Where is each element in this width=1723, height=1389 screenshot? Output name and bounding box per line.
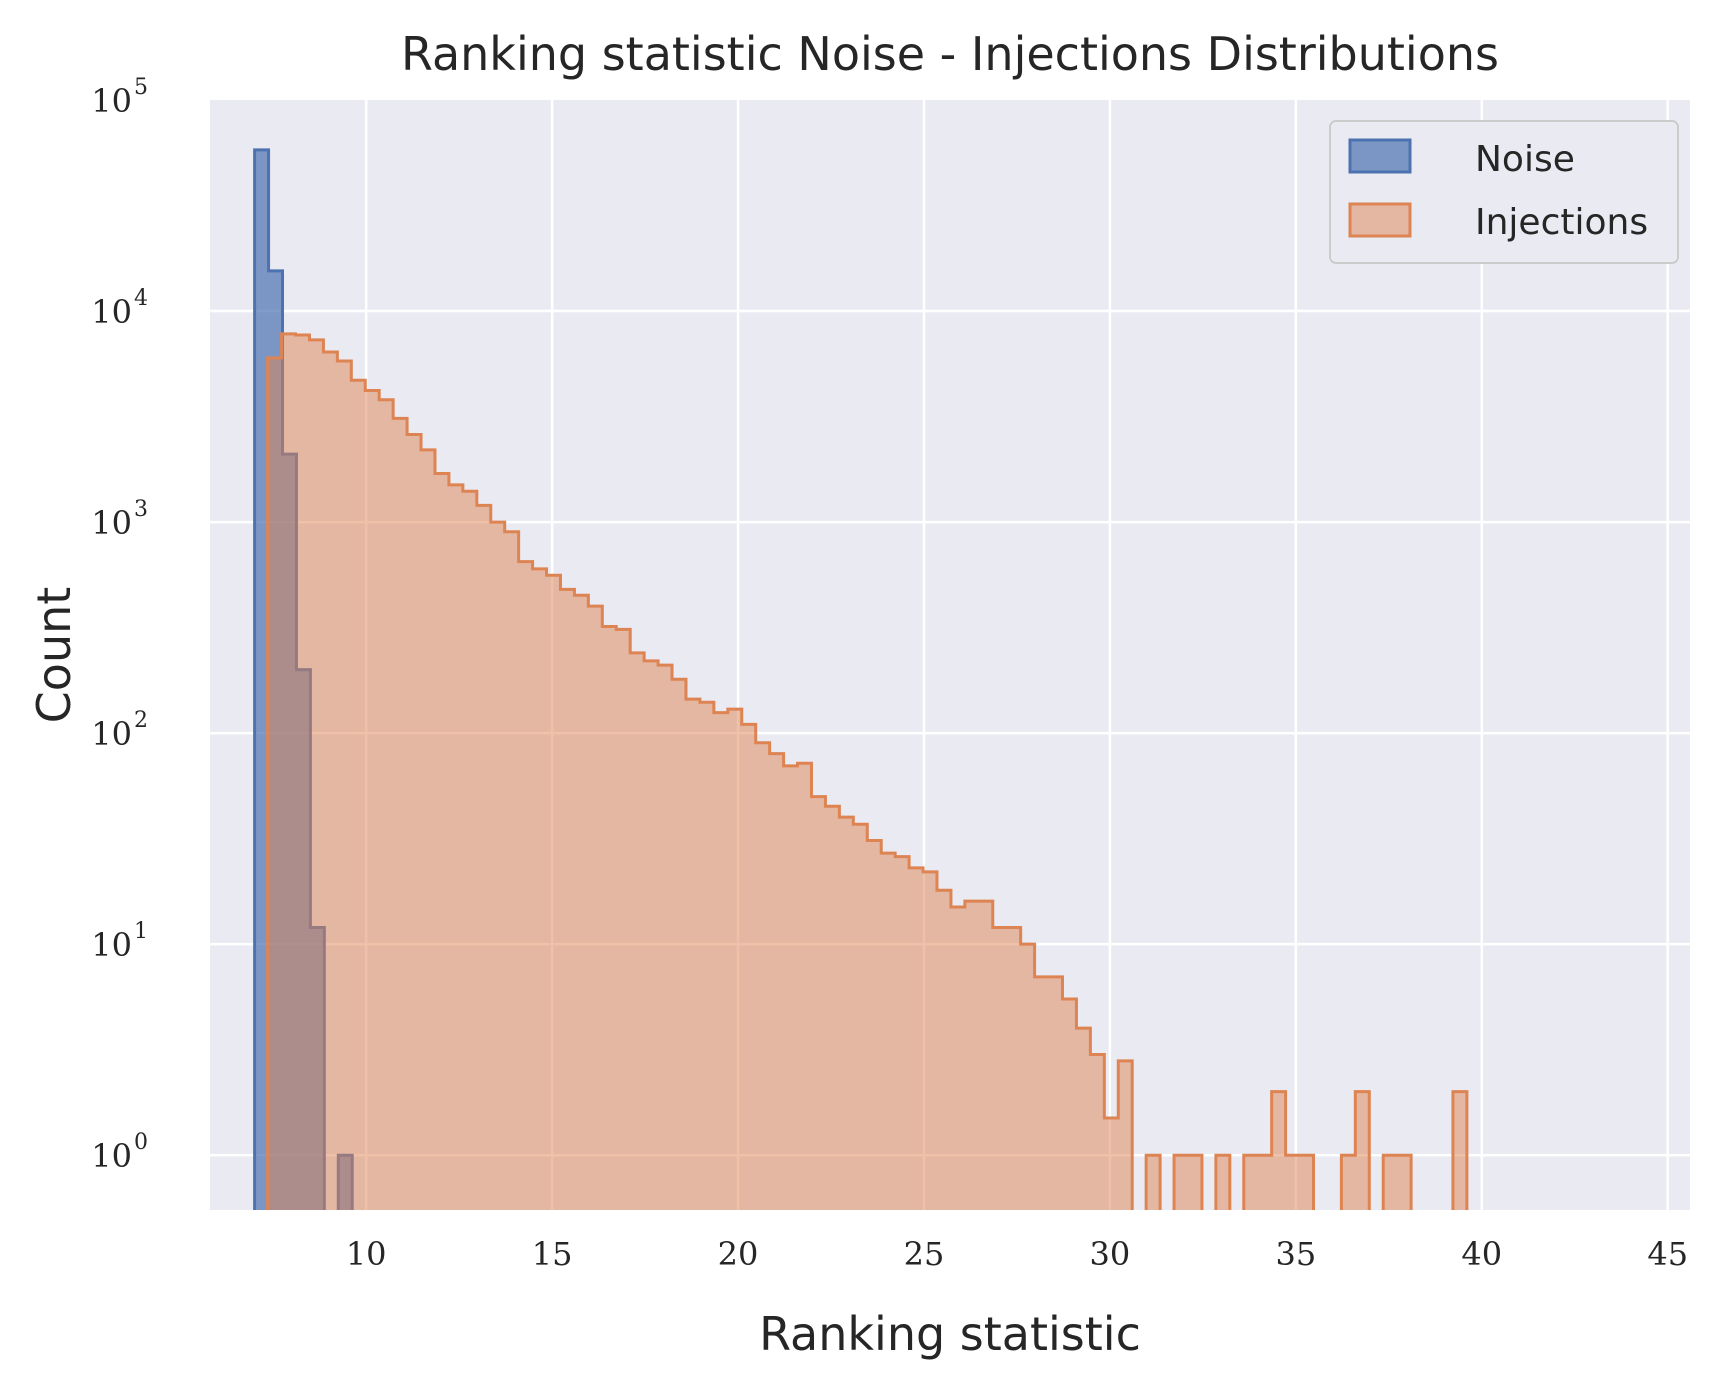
chart-title: Ranking statistic Noise - Injections Dis… (401, 27, 1499, 81)
x-tick-label: 25 (904, 1235, 945, 1273)
legend-swatch-noise (1348, 138, 1412, 174)
histogram-series (253, 148, 1469, 1210)
y-tick-label: 10 (91, 926, 132, 964)
y-tick-exponent: 5 (134, 75, 148, 100)
histogram-fill-injections (267, 333, 1467, 1210)
legend-box (1329, 120, 1679, 264)
y-tick-exponent: 2 (134, 708, 148, 733)
x-tick-label: 30 (1090, 1235, 1131, 1273)
x-tick-label: 40 (1461, 1235, 1502, 1273)
x-tick-labels: 10 15 20 25 30 35 40 45 (346, 1235, 1688, 1273)
legend-label-noise: Noise (1475, 139, 1575, 180)
y-tick-label: 10 (91, 82, 132, 120)
legend-label-injections: Injections (1475, 202, 1648, 243)
x-tick-label: 20 (718, 1235, 759, 1273)
y-tick-label: 10 (91, 1137, 132, 1175)
y-tick-exponent: 0 (134, 1130, 148, 1155)
histogram-outline-injections (266, 332, 1469, 1210)
y-tick-exponent: 3 (134, 497, 148, 522)
y-tick-label: 10 (91, 293, 132, 331)
y-tick-exponent: 4 (134, 286, 148, 311)
x-tick-label: 10 (346, 1235, 387, 1273)
x-tick-label: 45 (1647, 1235, 1688, 1273)
legend-swatch-injections (1348, 202, 1412, 238)
x-axis-label: Ranking statistic (759, 1307, 1141, 1361)
x-tick-label: 35 (1275, 1235, 1316, 1273)
y-tick-label: 10 (91, 504, 132, 542)
y-axis-label: Count (27, 587, 81, 724)
x-tick-label: 15 (532, 1235, 573, 1273)
y-tick-exponent: 1 (134, 919, 148, 944)
legend: Noise Injections (1329, 120, 1679, 264)
y-tick-label: 10 (91, 715, 132, 753)
